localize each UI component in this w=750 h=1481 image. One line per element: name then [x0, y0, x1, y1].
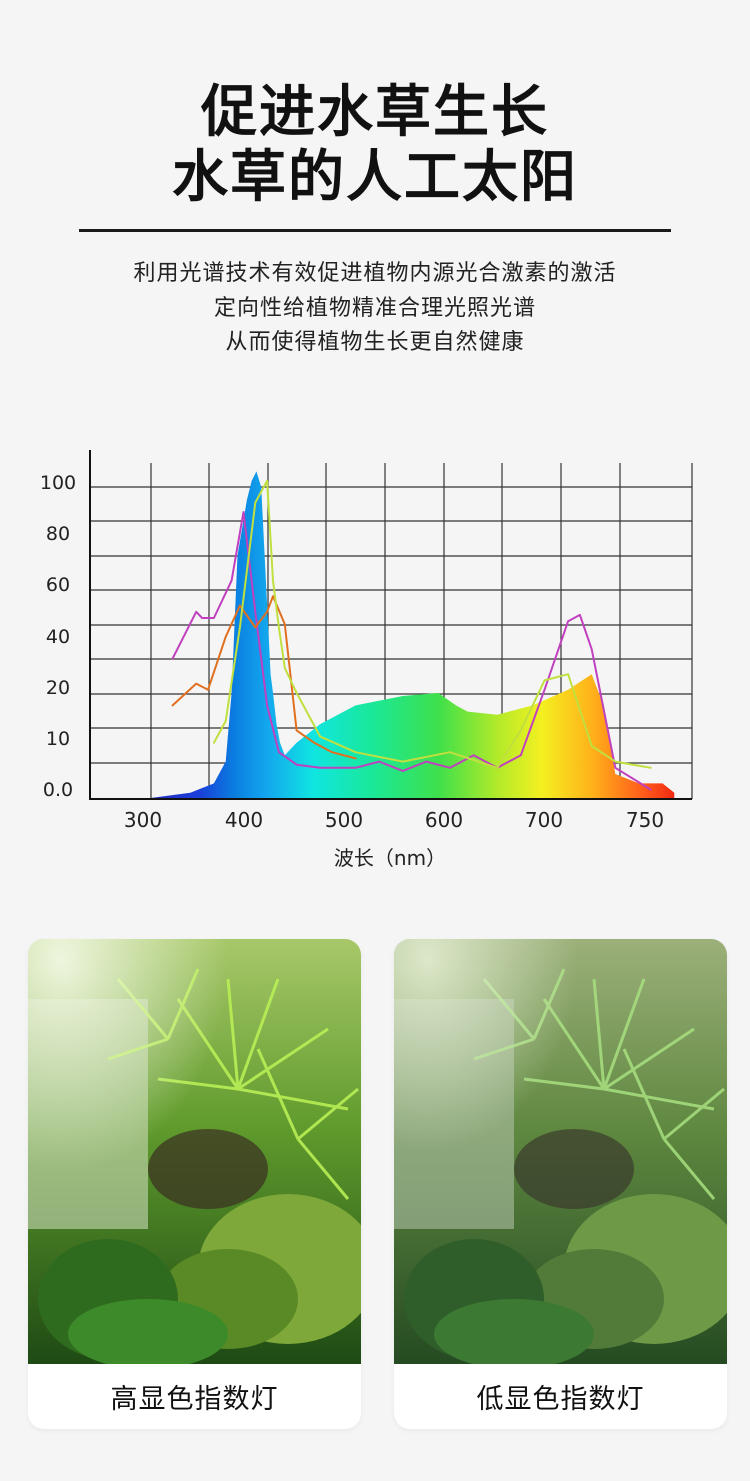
x-tick-label: 750 — [626, 808, 664, 832]
description-line3: 从而使得植物生长更自然健康 — [225, 330, 525, 355]
caption-low-cri: 低显色指数灯 — [476, 1384, 645, 1415]
chart-axes — [89, 450, 692, 800]
description-line2: 定向性给植物精准合理光照光谱 — [213, 296, 536, 321]
spectrum-area — [143, 471, 675, 799]
x-axis-label: 波长（nm） — [334, 846, 446, 870]
y-tick-label: 80 — [46, 523, 70, 545]
chart-tick-labels: 0.0 10 20 40 60 80 100 300 400 500 600 700 750 — [40, 472, 664, 832]
x-tick-label: 400 — [225, 808, 263, 832]
x-tick-label: 500 — [325, 808, 363, 832]
page-title-line2: 水草的人工太阳 — [172, 145, 578, 210]
spectrum-line-1 — [171, 511, 652, 791]
x-tick-label: 600 — [425, 808, 463, 832]
photo-card-low-cri: 低显色指数灯 — [394, 939, 727, 1429]
spectrum-line-2 — [171, 595, 357, 760]
y-tick-label: 20 — [46, 677, 70, 699]
caption-high-cri: 高显色指数灯 — [110, 1384, 279, 1415]
y-tick-label: 100 — [40, 472, 76, 494]
spectrum-lines-layer — [171, 479, 652, 791]
title-divider — [79, 229, 671, 232]
spectrum-chart: 0.0 10 20 40 60 80 100 300 400 500 600 700 750 波长（nm… — [40, 450, 693, 870]
x-tick-label: 700 — [525, 808, 563, 832]
description-line1: 利用光谱技术有效促进植物内源光合激素的激活 — [133, 261, 617, 286]
aquarium-photo-high-cri — [28, 939, 361, 1364]
photo-card-high-cri: 高显色指数灯 — [28, 939, 361, 1429]
page-title-line1: 促进水草生长 — [201, 80, 549, 145]
aquarium-photo-low-cri — [394, 939, 727, 1364]
y-tick-label: 60 — [46, 574, 70, 596]
y-tick-label: 10 — [46, 728, 70, 750]
spectrum-line-3 — [212, 479, 652, 769]
x-tick-label: 300 — [124, 808, 162, 832]
y-tick-label: 40 — [46, 626, 70, 648]
y-tick-label: 0.0 — [43, 779, 73, 801]
spectrum-area-layer — [143, 471, 675, 799]
